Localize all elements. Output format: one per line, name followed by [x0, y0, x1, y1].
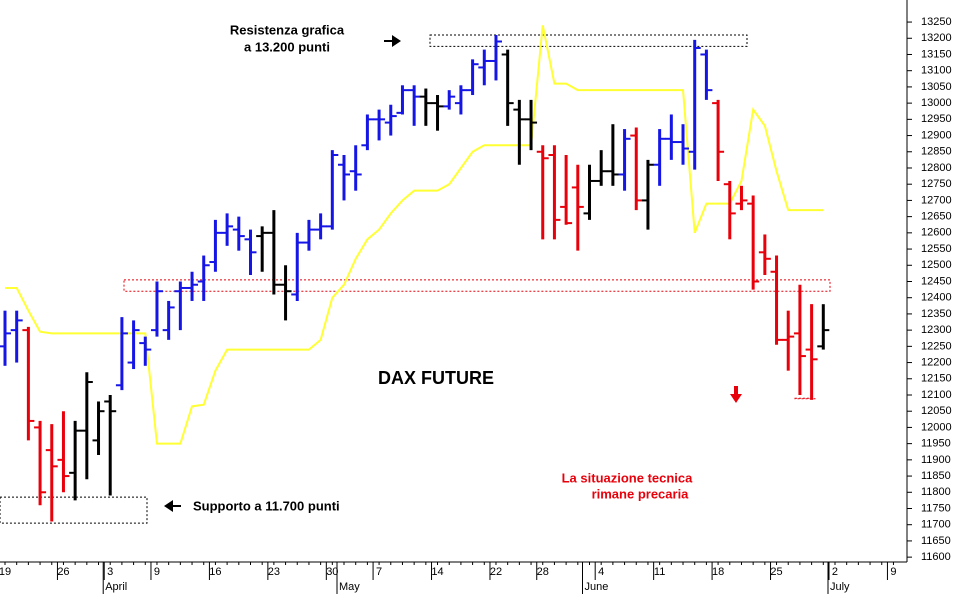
outlook-label: La situazione tecnica [562, 470, 694, 485]
x-tick-label: 2 [832, 566, 838, 578]
y-tick-label: 13250 [921, 16, 952, 28]
y-tick-label: 12800 [921, 162, 952, 174]
x-tick-label: 7 [376, 566, 382, 578]
y-tick-label: 13050 [921, 81, 952, 93]
y-tick-label: 13000 [921, 97, 952, 109]
y-tick-label: 11700 [921, 519, 951, 531]
zone [123, 279, 831, 292]
y-tick-label: 12650 [921, 211, 952, 223]
x-tick-label: 11 [654, 566, 665, 578]
arrow-left [164, 500, 181, 512]
y-tick-label: 12050 [921, 405, 952, 417]
y-tick-label: 11900 [921, 454, 951, 466]
y-tick-label: 12950 [921, 113, 952, 125]
month-label: May [339, 581, 360, 593]
x-tick-label: 9 [890, 566, 896, 578]
y-tick-label: 11750 [921, 502, 951, 514]
x-tick-label: 26 [57, 566, 69, 578]
resistance-label: Resistenza grafica [230, 22, 345, 37]
zone [0, 496, 148, 524]
x-tick-label: 16 [209, 566, 221, 578]
y-tick-label: 12350 [921, 308, 952, 320]
y-tick-label: 12900 [921, 129, 952, 141]
y-tick-label: 12300 [921, 324, 952, 336]
y-tick-label: 11950 [921, 438, 951, 450]
arrow-right [384, 35, 401, 47]
y-tick-label: 12400 [921, 292, 952, 304]
y-tick-label: 13100 [921, 65, 952, 77]
x-tick-label: 9 [154, 566, 160, 578]
zone [794, 397, 816, 400]
x-tick-label: 25 [770, 566, 782, 578]
x-tick-label: 18 [712, 566, 724, 578]
x-tick-label: 3 [107, 566, 113, 578]
y-tick-label: 12100 [921, 389, 952, 401]
y-tick-label: 12500 [921, 259, 952, 271]
y-tick-label: 12150 [921, 373, 952, 385]
x-tick-label: 23 [268, 566, 280, 578]
indicator-line [5, 25, 824, 445]
x-tick-label: 28 [537, 566, 549, 578]
y-tick-label: 13150 [921, 48, 952, 60]
y-tick-label: 12450 [921, 275, 952, 287]
y-tick-label: 11600 [921, 551, 951, 563]
month-label: April [105, 581, 127, 593]
x-tick-label: 30 [326, 566, 338, 578]
y-tick-label: 12850 [921, 146, 952, 158]
y-tick-label: 12550 [921, 243, 952, 255]
resistance-label: a 13.200 punti [244, 39, 330, 54]
x-tick-label: 14 [431, 566, 443, 578]
y-tick-label: 12250 [921, 340, 952, 352]
y-tick-label: 11650 [921, 535, 951, 547]
support-label: Supporto a 11.700 punti [193, 498, 340, 513]
x-tick-label: 22 [490, 566, 502, 578]
y-tick-label: 13200 [921, 32, 952, 44]
arrow-down [730, 386, 742, 403]
month-label: June [585, 581, 609, 593]
y-tick-label: 12000 [921, 421, 952, 433]
y-tick-label: 12750 [921, 178, 952, 190]
y-tick-label: 12200 [921, 356, 952, 368]
y-tick-label: 12700 [921, 194, 952, 206]
y-tick-label: 12600 [921, 227, 952, 239]
x-tick-label: 4 [598, 566, 604, 578]
outlook-label: rimane precaria [592, 486, 690, 501]
y-tick-label: 11800 [921, 486, 951, 498]
y-tick-label: 11850 [921, 470, 951, 482]
chart-title: DAX FUTURE [378, 368, 494, 388]
x-tick-label: 19 [0, 566, 11, 578]
month-label: July [830, 581, 850, 593]
